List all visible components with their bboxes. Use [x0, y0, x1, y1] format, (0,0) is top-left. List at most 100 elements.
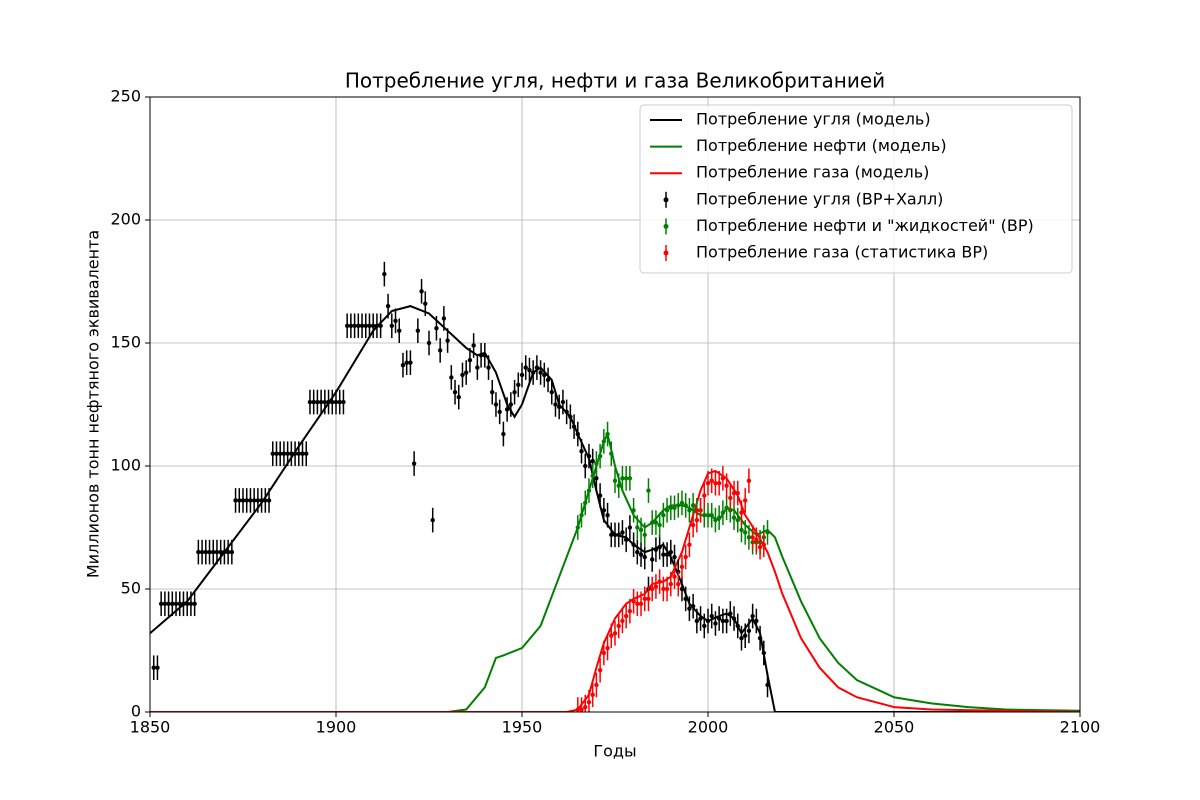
data-point: [623, 476, 629, 481]
data-point: [750, 613, 755, 619]
model-line: [150, 305, 1080, 712]
data-point: [694, 618, 700, 624]
data-point: [705, 513, 711, 518]
data-point: [203, 549, 208, 555]
data-point: [437, 348, 443, 353]
data-point: [687, 542, 692, 547]
data-point: [597, 493, 603, 498]
data-point: [456, 394, 461, 400]
data-point: [657, 579, 662, 584]
data-point: [683, 596, 688, 602]
data-point: [638, 527, 644, 533]
legend-label: Потребление угля (BP+Халл): [696, 189, 943, 208]
data-point: [672, 574, 677, 579]
data-point: [568, 414, 573, 419]
x-tick-label: 2100: [1060, 718, 1101, 737]
data-point: [255, 498, 261, 503]
data-point: [497, 409, 502, 415]
data-point: [746, 478, 752, 483]
data-point: [620, 476, 625, 481]
data-point: [724, 505, 729, 511]
data-point: [464, 370, 469, 375]
data-point: [516, 382, 521, 388]
data-point: [731, 616, 737, 621]
data-point: [735, 623, 740, 629]
data-point: [344, 323, 350, 328]
data-point: [311, 399, 316, 405]
data-point: [683, 503, 688, 508]
data-point: [330, 399, 335, 405]
data-point: [542, 372, 547, 378]
data-point: [594, 476, 599, 481]
data-point: [661, 586, 666, 592]
data-point: [289, 451, 294, 456]
data-point: [594, 682, 599, 688]
data-point: [586, 699, 592, 705]
data-point: [538, 370, 543, 375]
data-point: [757, 636, 763, 641]
data-point: [735, 490, 740, 496]
data-point: [616, 532, 621, 538]
data-point: [650, 557, 655, 562]
data-point: [683, 554, 688, 560]
data-point: [199, 549, 205, 555]
data-point: [731, 515, 737, 520]
data-point: [709, 613, 714, 619]
data-point: [251, 498, 257, 503]
data-point: [731, 490, 737, 496]
data-point: [501, 431, 506, 437]
data-point: [240, 498, 246, 503]
data-point: [635, 549, 640, 555]
data-point: [739, 527, 744, 533]
data-point: [575, 431, 580, 437]
data-point: [408, 360, 413, 365]
data-point: [743, 498, 748, 503]
data-point: [642, 532, 647, 538]
data-point: [642, 596, 647, 602]
data-point: [467, 358, 473, 363]
data-point: [650, 520, 655, 525]
y-tick-label: 100: [110, 456, 141, 475]
data-point: [270, 451, 275, 456]
x-tick-label: 1900: [316, 718, 357, 737]
data-point: [449, 375, 454, 380]
data-point: [214, 549, 220, 555]
data-point: [635, 601, 640, 606]
data-point: [583, 500, 588, 506]
data-point: [672, 505, 677, 511]
data-point: [605, 431, 610, 437]
data-point: [646, 488, 651, 493]
data-point: [620, 618, 625, 624]
data-point: [478, 353, 484, 358]
data-point: [605, 513, 610, 518]
data-point: [668, 505, 673, 511]
data-point: [259, 498, 264, 503]
data-point: [173, 601, 179, 606]
data-point: [151, 665, 156, 670]
data-point: [657, 522, 662, 528]
data-point: [333, 399, 339, 405]
data-point: [627, 525, 633, 530]
data-point: [419, 289, 424, 294]
data-point: [754, 537, 759, 542]
data-point: [423, 301, 428, 306]
legend-label: Потребление газа (модель): [696, 163, 929, 182]
legend-swatch: [663, 197, 669, 203]
data-point: [471, 343, 476, 348]
data-point: [356, 323, 361, 328]
data-point: [739, 510, 744, 515]
data-point: [657, 544, 662, 550]
data-point: [676, 503, 681, 508]
data-point: [638, 552, 644, 557]
data-point: [743, 633, 748, 638]
data-point: [635, 525, 640, 530]
data-point: [653, 584, 659, 589]
data-point: [716, 481, 722, 486]
data-point: [371, 323, 376, 328]
data-point: [162, 601, 168, 606]
data-point: [653, 520, 659, 525]
data-point: [248, 498, 253, 503]
data-point: [687, 606, 692, 611]
